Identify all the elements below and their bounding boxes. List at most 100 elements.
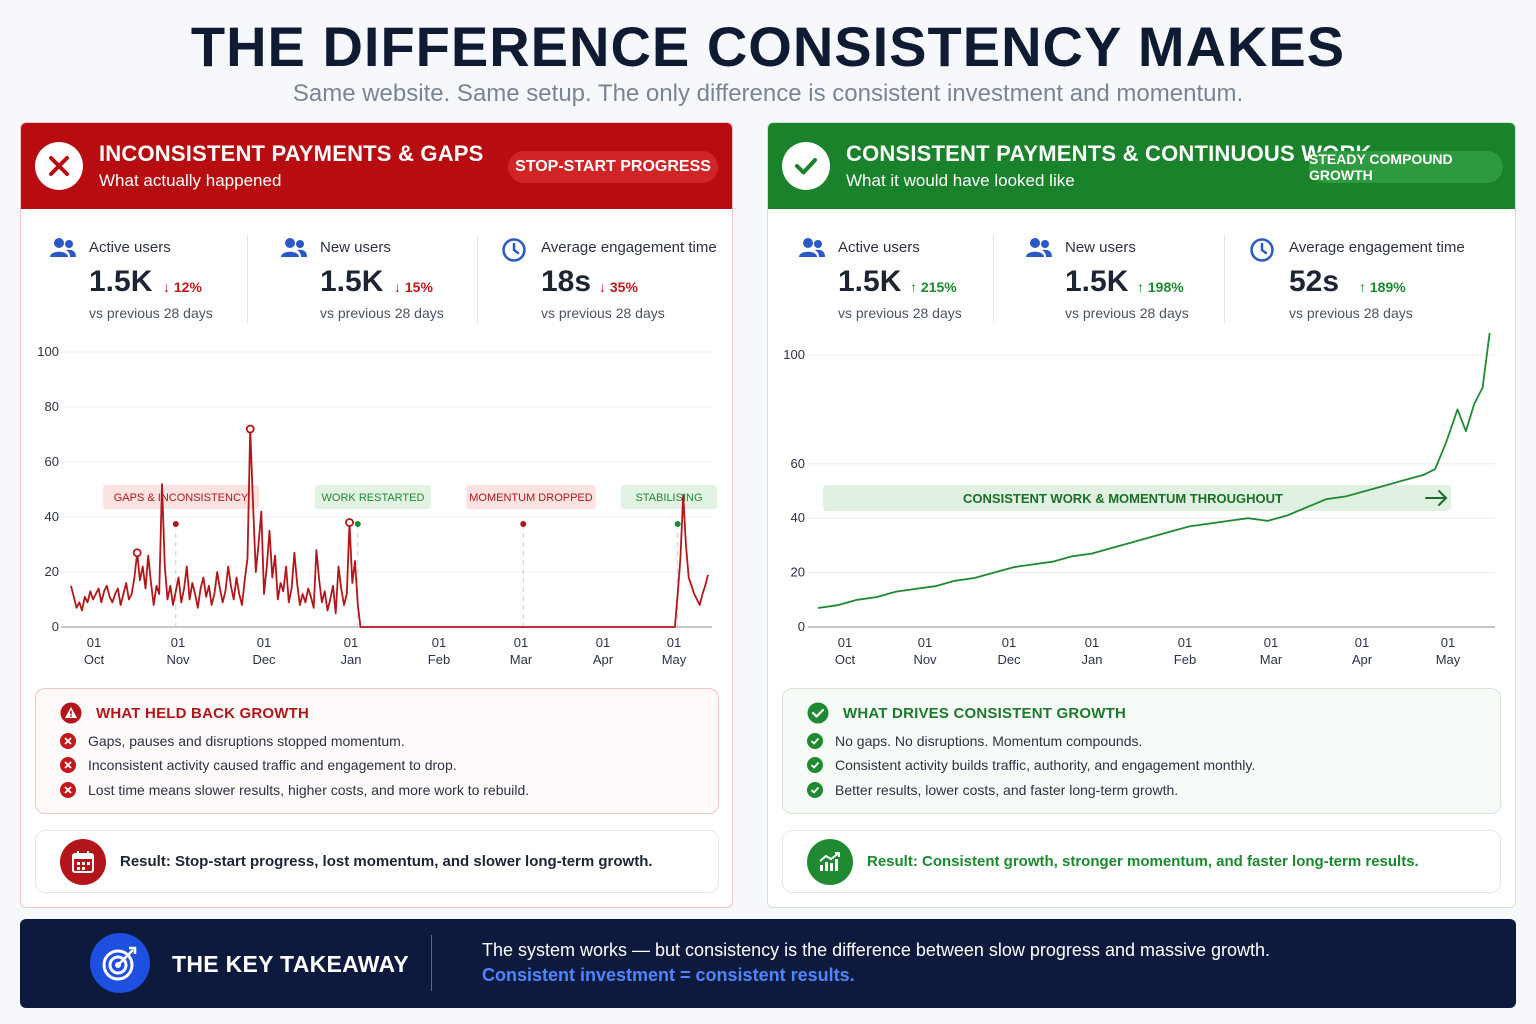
- y-tick-label: 40: [791, 510, 805, 525]
- panel-header: CONSISTENT PAYMENTS & CONTINUOUS WORK Wh…: [768, 123, 1515, 209]
- x-tick-day: 01: [344, 635, 358, 650]
- x-tick-month: May: [1436, 652, 1461, 667]
- arrow-right-icon: [1425, 490, 1448, 506]
- users-icon: [799, 238, 825, 257]
- y-tick-label: 20: [791, 565, 805, 580]
- users-icon: [281, 238, 307, 257]
- annotation-label: MOMENTUM DROPPED: [469, 492, 593, 504]
- metric-value: 52s: [1289, 265, 1340, 298]
- series-line: [817, 333, 1491, 609]
- annotation-dot: [520, 521, 527, 527]
- x-tick-month: May: [662, 652, 687, 667]
- x-tick-month: Dec: [252, 652, 276, 667]
- check-icon: [807, 782, 823, 798]
- metric-value: 18s: [541, 265, 592, 298]
- panel-inconsistent: INCONSISTENT PAYMENTS & GAPS What actual…: [20, 122, 733, 908]
- annotation-label: GAPS & INCONSISTENCY: [114, 492, 249, 504]
- metric-label: Average engagement time: [541, 239, 717, 256]
- metric-value: 1.5K: [838, 265, 902, 298]
- y-tick-label: 0: [52, 619, 59, 634]
- y-tick-label: 80: [45, 399, 59, 414]
- result-text: Result: Consistent growth, stronger mome…: [867, 853, 1419, 870]
- y-tick-label: 60: [791, 456, 805, 471]
- clock-icon: [502, 238, 526, 262]
- metric-change: ↑ 189%: [1359, 279, 1406, 295]
- x-tick-month: Mar: [510, 652, 533, 667]
- key-takeaway-banner: THE KEY TAKEAWAY The system works — but …: [20, 919, 1516, 1008]
- panel-subtitle: What it would have looked like: [846, 171, 1075, 190]
- x-tick-day: 01: [257, 635, 271, 650]
- metric-label: New users: [320, 239, 391, 256]
- clock-icon: [1250, 238, 1274, 262]
- x-tick-day: 01: [918, 635, 932, 650]
- x-tick-month: Oct: [84, 652, 105, 667]
- list-title: WHAT HELD BACK GROWTH: [96, 705, 310, 722]
- metric-new-users: New users 1.5K ↑ 198% vs previous 28 day…: [1025, 233, 1235, 325]
- metric-note: vs previous 28 days: [541, 305, 665, 321]
- annotation-dot: [354, 521, 361, 527]
- x-tick-month: Oct: [835, 652, 856, 667]
- page-title: THE DIFFERENCE CONSISTENCY MAKES: [190, 15, 1346, 78]
- metric-label: Average engagement time: [1289, 239, 1465, 256]
- metric-divider: [247, 235, 248, 323]
- y-tick-label: 100: [783, 347, 805, 362]
- check-circle-icon: [807, 702, 829, 724]
- data-point: [132, 548, 142, 558]
- x-tick-day: 01: [1355, 635, 1369, 650]
- list-title: WHAT DRIVES CONSISTENT GROWTH: [843, 705, 1127, 722]
- metric-engagement-time: Average engagement time 52s ↑ 189% vs pr…: [1249, 233, 1479, 325]
- metric-divider: [477, 235, 478, 323]
- annotation-label: WORK RESTARTED: [322, 492, 425, 504]
- x-icon: [35, 142, 83, 190]
- metric-label: New users: [1065, 239, 1136, 256]
- y-tick-label: 0: [798, 619, 805, 634]
- data-point: [245, 424, 255, 434]
- y-tick-label: 20: [45, 564, 59, 579]
- list-item: Consistent activity builds traffic, auth…: [807, 755, 1255, 775]
- annotation-label: STABILISING: [635, 492, 702, 504]
- check-icon: [807, 733, 823, 749]
- x-tick-month: Jan: [1082, 652, 1103, 667]
- metric-note: vs previous 28 days: [89, 305, 213, 321]
- metric-divider: [1224, 235, 1225, 323]
- data-point: [345, 518, 354, 527]
- list-item: Inconsistent activity caused traffic and…: [60, 755, 457, 775]
- metric-active-users: Active users 1.5K ↑ 215% vs previous 28 …: [798, 233, 1008, 325]
- metric-change: ↑ 198%: [1137, 279, 1184, 295]
- takeaway-text: The system works — but consistency is th…: [482, 940, 1271, 960]
- traffic-chart-inconsistent: 0 20 40 60 80 100 01 Oct 01 Nov 01 Dec 01 Jan 01 Feb 01 M…: [37, 344, 718, 667]
- annotation-label-bg: [314, 485, 432, 509]
- metric-value: 1.5K: [89, 265, 153, 298]
- metric-note: vs previous 28 days: [320, 305, 444, 321]
- metric-value: 1.5K: [320, 265, 384, 298]
- x-tick-month: Dec: [997, 652, 1021, 667]
- annotation-label-bg: [620, 485, 718, 509]
- x-tick-day: 01: [838, 635, 852, 650]
- metrics-row: Active users 1.5K ↑ 215% vs previous 28 …: [768, 233, 1515, 333]
- check-icon: [782, 142, 830, 190]
- annotation-label-bg: [103, 485, 259, 509]
- users-icon: [1026, 238, 1052, 257]
- panel-header: INCONSISTENT PAYMENTS & GAPS What actual…: [21, 123, 732, 209]
- x-tick-day: 01: [667, 635, 681, 650]
- metric-label: Active users: [89, 239, 171, 256]
- banner-label: CONSISTENT WORK & MOMENTUM THROUGHOUT: [963, 491, 1283, 506]
- annotation-dot: [172, 521, 179, 527]
- x-tick-day: 01: [171, 635, 185, 650]
- metric-note: vs previous 28 days: [1289, 305, 1413, 321]
- growth-chart-icon: [807, 839, 853, 885]
- result-box: Result: Consistent growth, stronger mome…: [782, 830, 1501, 893]
- panel-subtitle: What actually happened: [99, 171, 282, 190]
- list-item: No gaps. No disruptions. Momentum compou…: [807, 731, 1142, 751]
- list-item: Better results, lower costs, and faster …: [807, 780, 1178, 800]
- x-tick-month: Nov: [166, 652, 190, 667]
- target-icon: [90, 933, 150, 993]
- annotation-dot: [674, 521, 681, 527]
- metric-engagement-time: Average engagement time 18s ↓ 35% vs pre…: [501, 233, 721, 325]
- x-tick-day: 01: [1264, 635, 1278, 650]
- x-tick-month: Apr: [593, 652, 614, 667]
- check-icon: [807, 757, 823, 773]
- metric-divider: [993, 235, 994, 323]
- x-tick-month: Nov: [913, 652, 937, 667]
- growth-drivers-box: WHAT DRIVES CONSISTENT GROWTH No gaps. N…: [782, 688, 1501, 814]
